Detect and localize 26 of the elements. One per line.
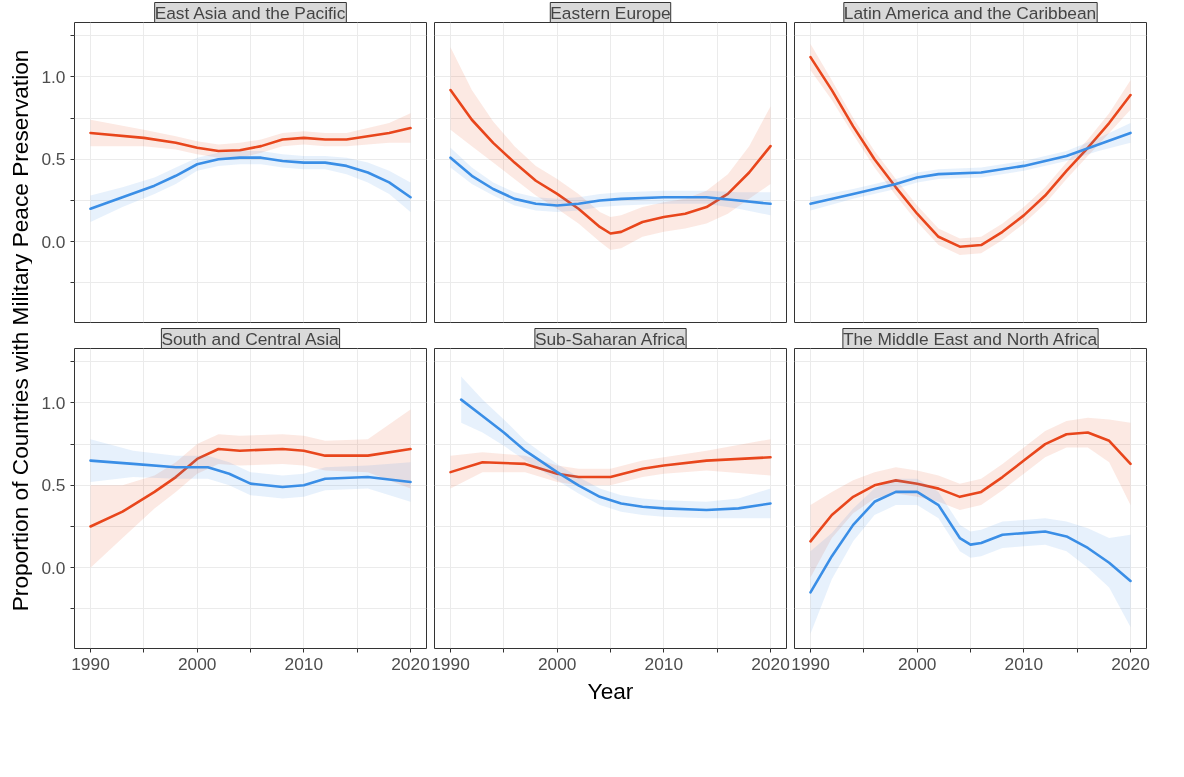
x-tick-label: 2020 bbox=[1111, 653, 1150, 674]
x-tick-label: 2020 bbox=[391, 653, 430, 674]
y-axis-title: Proportion of Countries with Military Peace Preservation bbox=[6, 49, 33, 612]
x-tick-label: 2000 bbox=[897, 653, 937, 674]
y-tick-label: 0.0 bbox=[41, 557, 66, 578]
chart-title: South and Central Asia bbox=[161, 328, 340, 349]
chart-title: Eastern Europe bbox=[550, 2, 671, 23]
x-tick-label: 1990 bbox=[431, 653, 470, 674]
x-tick-label: 2020 bbox=[751, 653, 790, 674]
x-tick-label: 1990 bbox=[791, 653, 830, 674]
x-tick-label: 2010 bbox=[284, 653, 324, 674]
x-tick-label: 2000 bbox=[177, 653, 217, 674]
chart-title: East Asia and the Pacific bbox=[154, 2, 346, 23]
chart-title: Sub-Saharan Africa bbox=[534, 328, 686, 349]
x-tick-label: 2000 bbox=[537, 653, 577, 674]
y-tick-label: 0.5 bbox=[41, 475, 66, 496]
y-tick-label: 1.0 bbox=[41, 66, 66, 87]
y-tick-label: 0.0 bbox=[41, 231, 66, 252]
x-tick-label: 1990 bbox=[71, 653, 110, 674]
y-tick-label: 1.0 bbox=[41, 392, 66, 413]
x-axis-title: Year bbox=[587, 677, 634, 704]
chart-title: The Middle East and North Africa bbox=[842, 328, 1098, 349]
chart-title: Latin America and the Caribbean bbox=[843, 2, 1097, 23]
x-tick-label: 2010 bbox=[644, 653, 684, 674]
y-tick-label: 0.5 bbox=[41, 149, 66, 170]
x-tick-label: 2010 bbox=[1004, 653, 1044, 674]
